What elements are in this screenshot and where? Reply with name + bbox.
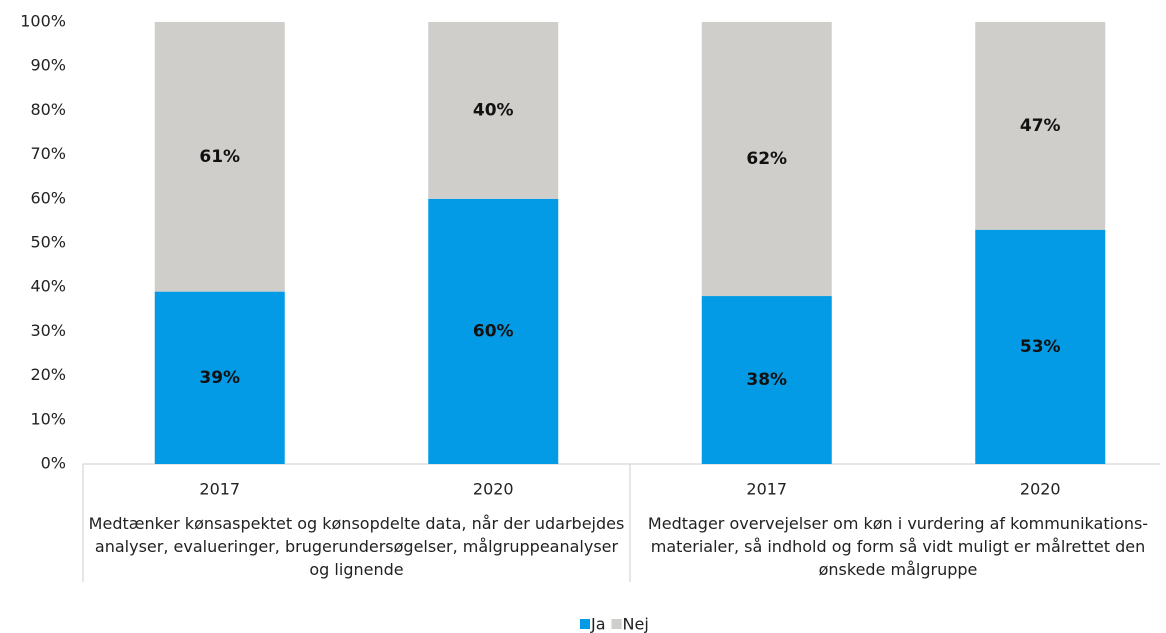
legend-label: Nej <box>623 615 649 633</box>
x-tick-label: 2020 <box>1020 480 1061 499</box>
bar-segment <box>428 198 559 465</box>
bar-segment <box>701 22 832 297</box>
legend-swatch <box>580 619 590 629</box>
bar-segment <box>975 22 1106 230</box>
bar-segment <box>154 291 285 464</box>
data-label: 60% <box>473 321 514 341</box>
y-tick-label: 30% <box>30 321 66 340</box>
data-label: 38% <box>746 370 787 390</box>
data-label: 53% <box>1020 337 1061 357</box>
data-label: 61% <box>199 147 240 167</box>
y-tick-label: 100% <box>20 12 66 31</box>
data-label: 62% <box>746 149 787 169</box>
bar-segment <box>428 22 559 199</box>
x-tick-label: 2017 <box>199 480 240 499</box>
data-label: 47% <box>1020 116 1061 136</box>
y-tick-label: 20% <box>30 365 66 384</box>
y-tick-label: 70% <box>30 144 66 163</box>
data-label: 39% <box>199 368 240 388</box>
group-label: Medtager overvejelser om køn i vurdering… <box>647 514 1149 579</box>
bar-segment <box>154 22 285 292</box>
group-label: Medtænker kønsaspektet og kønsopdelte da… <box>88 514 625 579</box>
x-tick-label: 2017 <box>746 480 787 499</box>
legend-label: Ja <box>590 615 606 633</box>
bar-segment <box>975 229 1106 464</box>
x-tick-label: 2020 <box>473 480 514 499</box>
y-tick-label: 90% <box>30 56 66 75</box>
y-tick-label: 10% <box>30 409 66 428</box>
legend-swatch <box>611 619 622 629</box>
bar-segment <box>701 296 832 464</box>
y-tick-label: 80% <box>30 100 66 119</box>
y-tick-label: 0% <box>41 454 66 473</box>
y-tick-label: 40% <box>30 277 66 296</box>
y-tick-label: 60% <box>30 188 66 207</box>
y-tick-label: 50% <box>30 233 66 252</box>
data-label: 40% <box>473 100 514 120</box>
